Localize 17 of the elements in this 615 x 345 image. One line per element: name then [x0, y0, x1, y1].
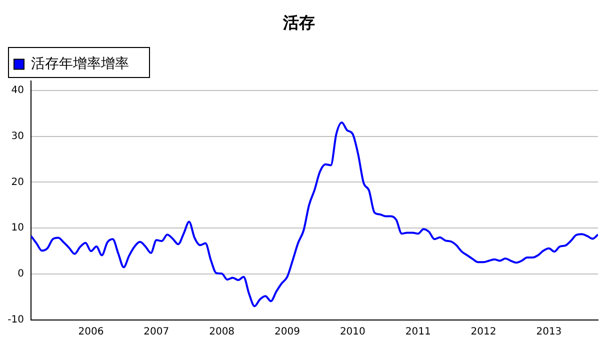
line-series	[31, 122, 598, 308]
y-tick-label: 10	[11, 222, 24, 234]
x-tick-label: 2008	[209, 326, 235, 338]
y-tick-label: 30	[11, 130, 24, 142]
x-tick-label: 2009	[274, 326, 300, 338]
x-tick-label: 2013	[536, 326, 562, 338]
y-tick-label: -10	[8, 314, 24, 326]
x-tick-label: 2011	[405, 326, 431, 338]
y-tick-label: 40	[11, 84, 24, 96]
x-tick-label: 2010	[340, 326, 366, 338]
y-tick-label: 20	[11, 176, 24, 188]
legend-label: 活存年增率增率	[31, 56, 129, 72]
chart-title: 活存	[282, 12, 315, 32]
x-tick-label: 2012	[470, 326, 496, 338]
x-tick-label: 2007	[144, 326, 170, 338]
x-tick-label: 2006	[78, 326, 104, 338]
y-tick-label: 0	[18, 268, 24, 280]
